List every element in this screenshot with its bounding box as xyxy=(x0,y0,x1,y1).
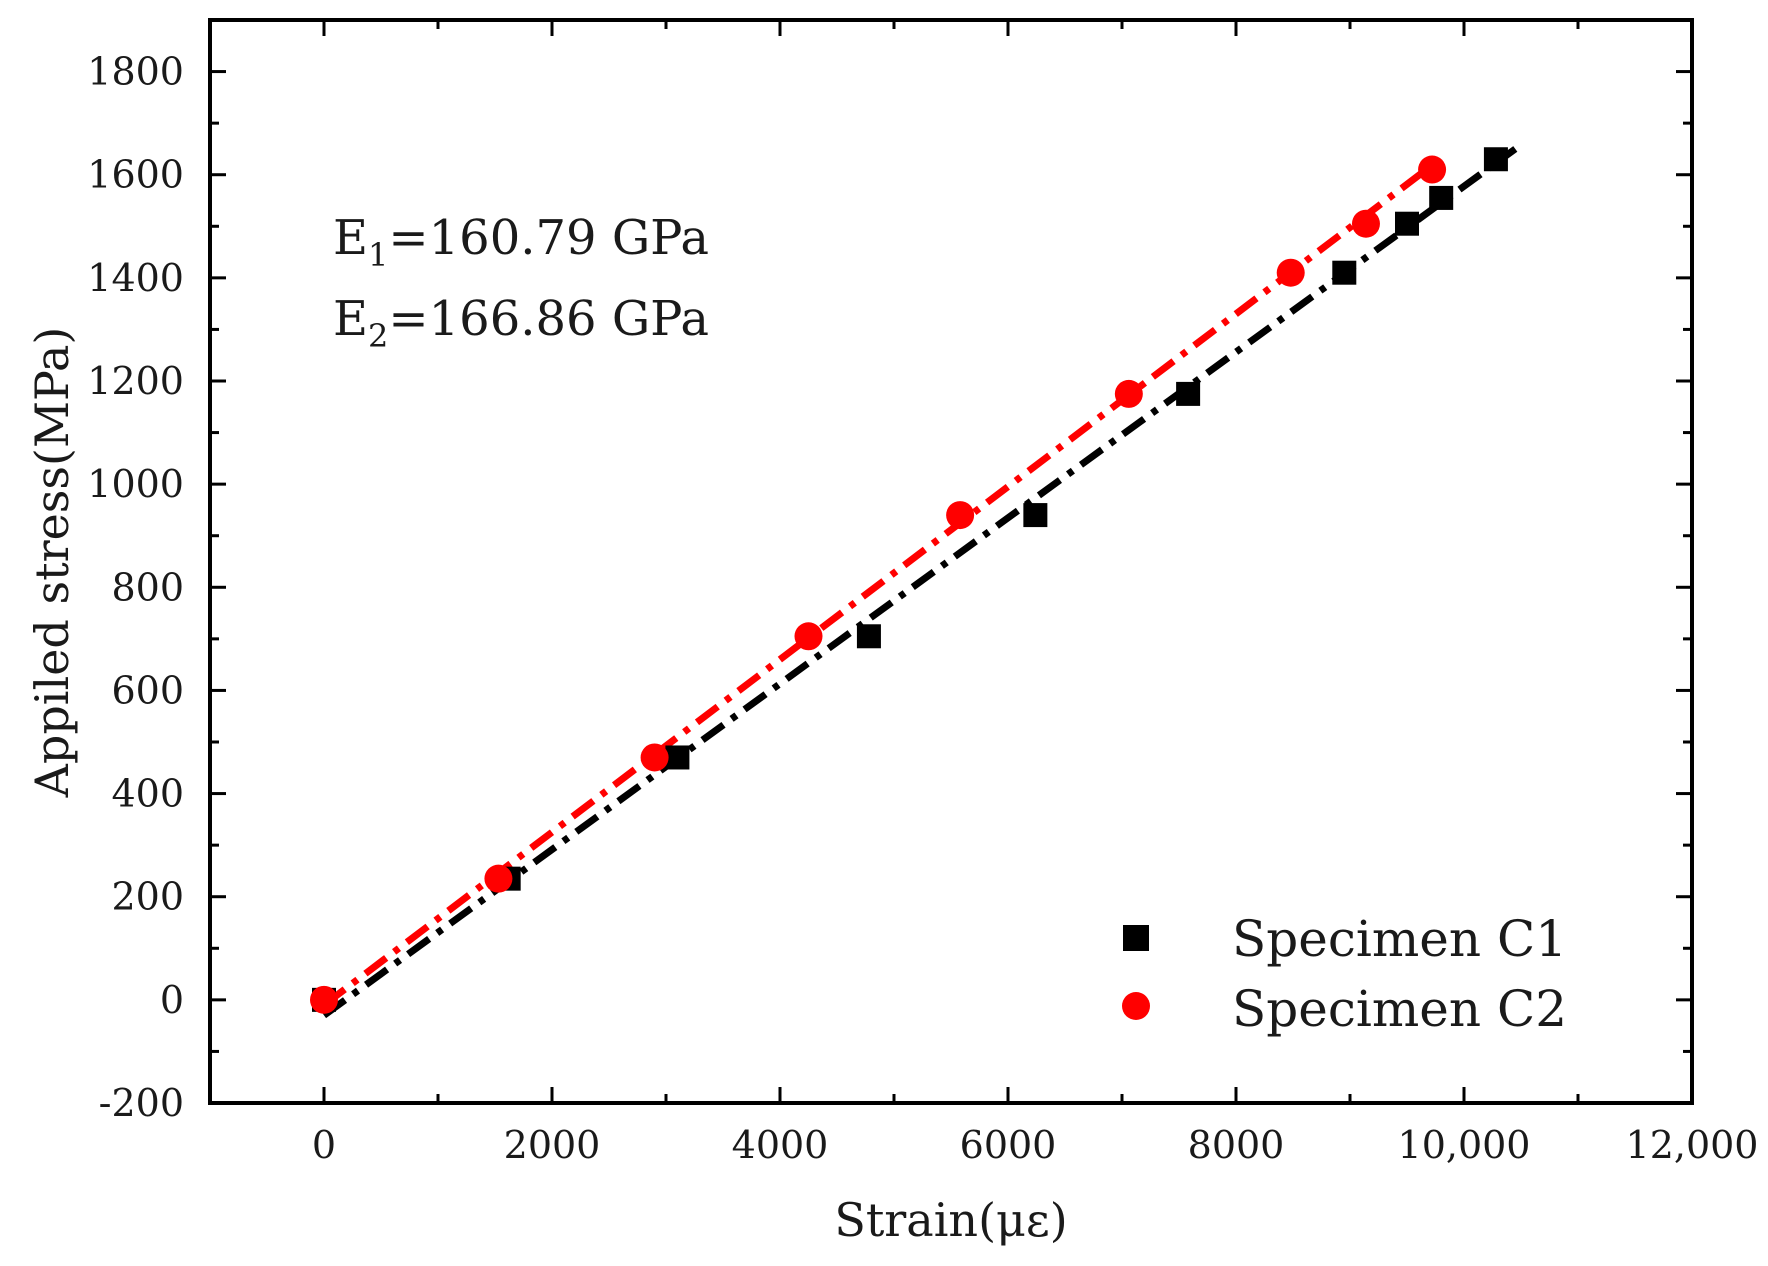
y-tick-label: 1800 xyxy=(87,50,184,94)
y-tick-label: 600 xyxy=(111,668,184,712)
annotation-e1-rest: =160.79 GPa xyxy=(388,210,709,266)
y-tick-label: 0 xyxy=(160,978,184,1022)
annotation-e1-main: E xyxy=(333,210,368,266)
y-tick-label: 800 xyxy=(111,565,184,609)
tick-labels: 0 2000 4000 6000 8000 10,000 12,000 -200 0 200 400… xyxy=(87,50,1758,1167)
point-c1 xyxy=(1176,381,1201,406)
y-tick-label: -200 xyxy=(99,1081,184,1125)
point-c1 xyxy=(1023,503,1048,528)
point-c1 xyxy=(856,624,881,649)
point-c1 xyxy=(1429,185,1454,210)
x-tick-label: 12,000 xyxy=(1626,1123,1759,1167)
annotation-e1: E1=160.79 GPa xyxy=(333,210,709,274)
x-tick-label: 2000 xyxy=(504,1123,601,1167)
y-tick-label: 1600 xyxy=(87,153,184,197)
y-tick-label: 200 xyxy=(111,875,184,919)
x-axis-title: Strain(με) xyxy=(834,1193,1067,1247)
x-tick-label: 10,000 xyxy=(1398,1123,1531,1167)
x-tick-label: 0 xyxy=(312,1123,336,1167)
fit-lines xyxy=(321,146,1518,1019)
x-tick-label: 6000 xyxy=(960,1123,1057,1167)
y-tick-label: 400 xyxy=(111,772,184,816)
annotation-e2-rest: =166.86 GPa xyxy=(388,291,709,347)
legend: Specimen C1 Specimen C2 xyxy=(1122,910,1567,1038)
point-c2 xyxy=(1418,155,1447,184)
legend-marker-c1 xyxy=(1123,925,1149,951)
fit-line-2 xyxy=(321,164,1432,1008)
y-tick-label: 1000 xyxy=(87,462,184,506)
y-tick-label: 1200 xyxy=(87,359,184,403)
annotation-e1-sub: 1 xyxy=(368,236,388,274)
plot-frame xyxy=(208,18,1694,1105)
point-c2 xyxy=(1114,379,1143,408)
x-tick-label: 8000 xyxy=(1188,1123,1285,1167)
point-c2 xyxy=(946,501,975,530)
y-tick-label: 1400 xyxy=(87,256,184,300)
point-c2 xyxy=(484,864,513,893)
point-c1 xyxy=(1395,211,1419,236)
point-c1 xyxy=(665,745,690,770)
legend-marker-c2 xyxy=(1122,992,1150,1020)
point-c2 xyxy=(640,743,669,772)
legend-label-c2: Specimen C2 xyxy=(1232,980,1567,1038)
point-c2 xyxy=(794,622,823,651)
fit-line-1 xyxy=(321,146,1518,1019)
legend-label-c1: Specimen C1 xyxy=(1232,910,1567,968)
x-tick-label: 4000 xyxy=(732,1123,829,1167)
y-axis-title: Appiled stress(MPa) xyxy=(25,327,79,799)
point-c1 xyxy=(1332,260,1357,285)
point-c2 xyxy=(1351,209,1380,238)
point-c1 xyxy=(1483,147,1508,172)
data-points xyxy=(310,147,1508,1014)
point-c2 xyxy=(1276,258,1305,287)
annotation-e2-sub: 2 xyxy=(368,317,388,355)
annotation-e2-main: E xyxy=(333,291,368,347)
annotation-e2: E2=166.86 GPa xyxy=(333,291,709,355)
point-c2 xyxy=(310,985,338,1014)
